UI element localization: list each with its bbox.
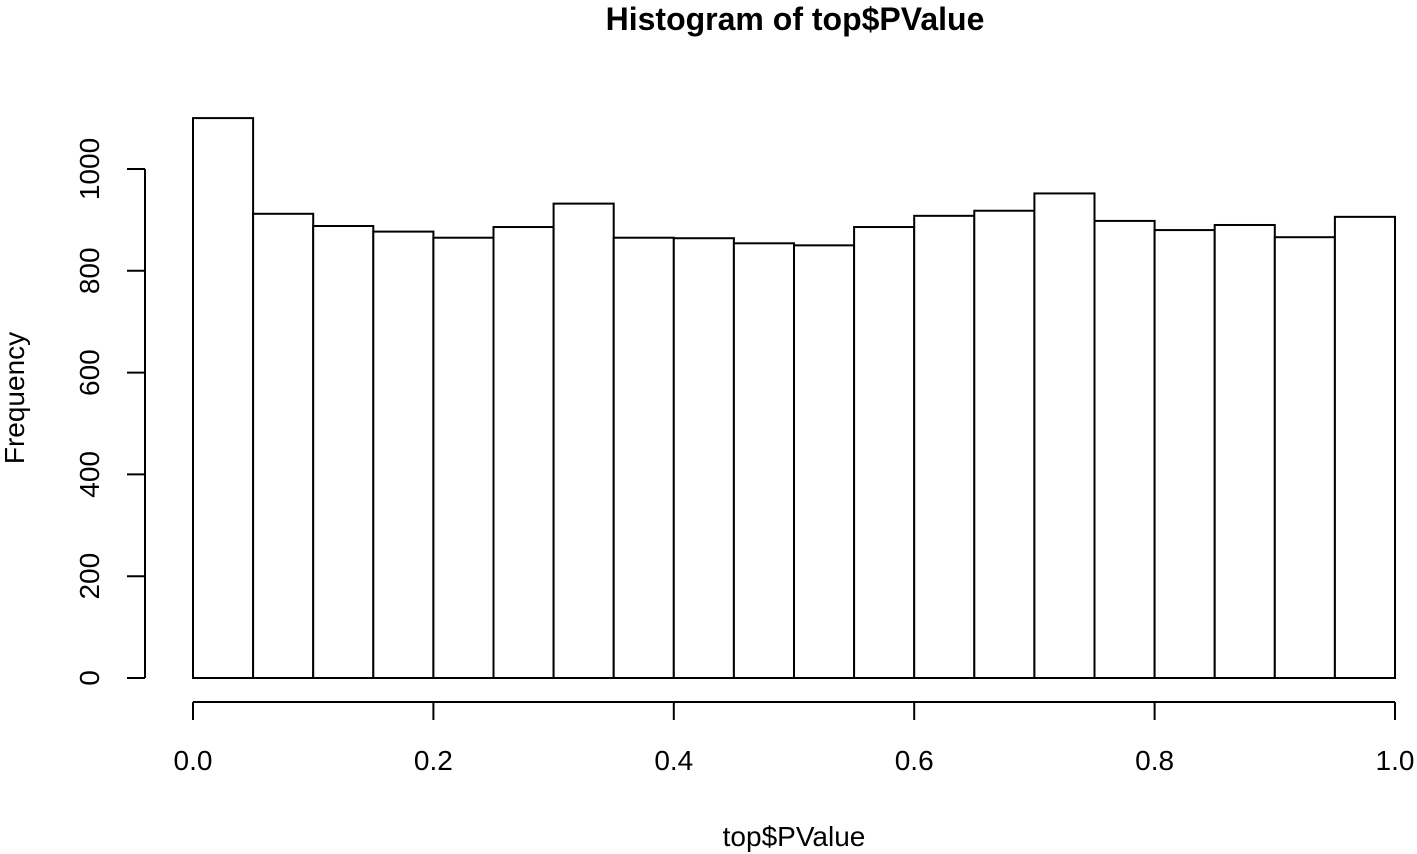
- y-tick-label-5: 1000: [74, 138, 105, 200]
- x-tick-label-0: 0.0: [174, 745, 213, 776]
- y-axis: 0 200 400 600 800 1000: [74, 138, 146, 686]
- histogram-bar-12: [913, 214, 976, 679]
- histogram-bar-19: [1333, 215, 1397, 679]
- y-tick-label-0: 0: [74, 670, 105, 686]
- x-tick-label-3: 0.6: [895, 745, 934, 776]
- histogram-bar-15: [1093, 219, 1156, 679]
- histogram-bar-16: [1153, 229, 1216, 680]
- histogram-bar-1: [252, 212, 315, 680]
- x-tick-label-4: 0.8: [1135, 745, 1174, 776]
- x-axis: 0.0 0.2 0.4 0.6 0.8 1.0: [174, 701, 1415, 776]
- histogram-bar-17: [1213, 223, 1276, 680]
- histogram-bar-4: [432, 236, 495, 679]
- y-tick-label-4: 800: [74, 247, 105, 294]
- histogram-bar-14: [1033, 192, 1096, 679]
- x-tick-label-2: 0.4: [654, 745, 693, 776]
- histogram-bar-10: [793, 244, 856, 679]
- histogram-bar-8: [672, 237, 735, 679]
- histogram-bar-9: [732, 242, 796, 679]
- y-tick-label-3: 600: [74, 349, 105, 396]
- chart-title: Histogram of top$PValue: [606, 1, 985, 37]
- histogram-bar-3: [372, 230, 435, 679]
- x-axis-title: top$PValue: [723, 821, 866, 852]
- histogram-bar-2: [312, 225, 375, 679]
- histogram-bar-11: [853, 226, 916, 679]
- histogram-bar-6: [552, 202, 615, 679]
- bars-group: [192, 117, 1397, 680]
- histogram-bar-13: [973, 209, 1036, 679]
- y-tick-label-1: 200: [74, 553, 105, 600]
- x-tick-label-1: 0.2: [414, 745, 453, 776]
- histogram-bar-18: [1273, 236, 1336, 679]
- y-tick-label-2: 400: [74, 451, 105, 498]
- y-axis-title: Frequency: [0, 332, 30, 464]
- x-tick-label-5: 1.0: [1376, 745, 1415, 776]
- histogram-bar-7: [612, 236, 675, 679]
- histogram-bar-5: [492, 226, 555, 679]
- histogram-bar-0: [192, 117, 255, 680]
